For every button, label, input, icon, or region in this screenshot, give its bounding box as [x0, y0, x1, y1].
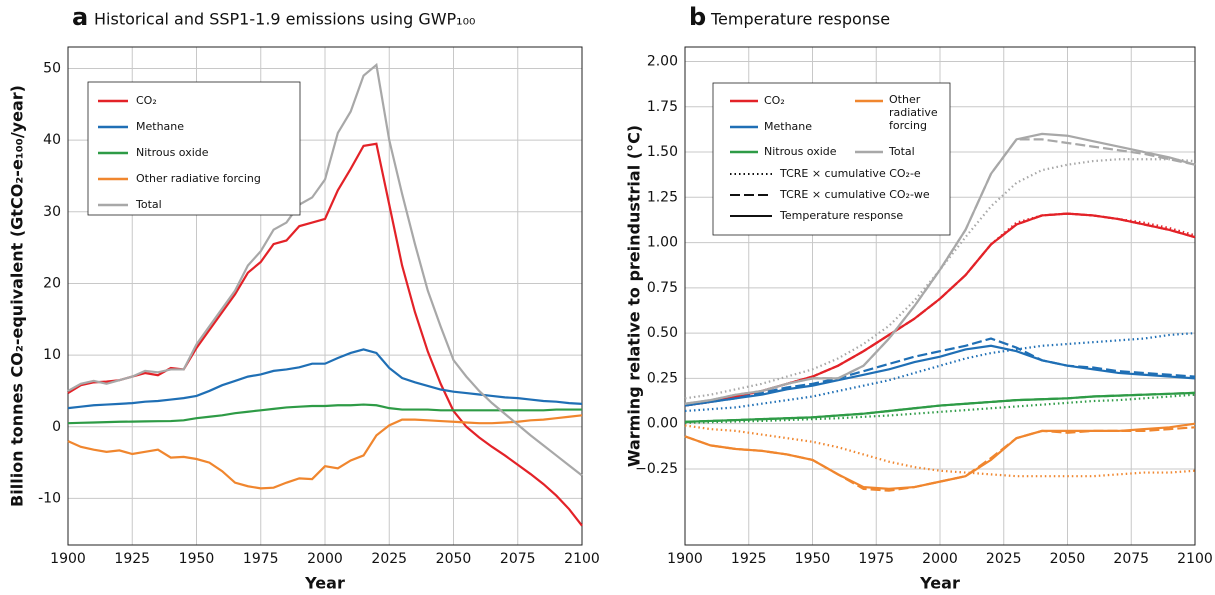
- y-tick-label: 40: [43, 132, 61, 148]
- x-axis-label: Year: [919, 574, 960, 593]
- series-line: [67, 142, 583, 527]
- legend-label: Methane: [764, 120, 812, 133]
- legend-box: [712, 82, 951, 236]
- y-tick-label: 1.00: [647, 235, 678, 251]
- panel-label: a: [72, 3, 88, 31]
- legend-style-label: Temperature response: [779, 209, 903, 222]
- legend-label: Nitrous oxide: [764, 145, 837, 158]
- y-tick-label: −0.25: [635, 461, 678, 477]
- y-tick-label: 1.25: [647, 189, 678, 205]
- x-tick-label: 1950: [179, 551, 215, 567]
- y-tick-label: 1.75: [647, 99, 678, 115]
- y-tick-label: 0.25: [647, 370, 678, 386]
- legend-label-box: Other radiative forcing: [889, 93, 938, 132]
- x-tick-label: 1900: [667, 551, 703, 567]
- y-tick-label: 1.50: [647, 144, 678, 160]
- series-line: [67, 403, 582, 425]
- legend-label: Methane: [136, 120, 184, 133]
- x-tick-label: 2025: [986, 551, 1022, 567]
- series-line: [684, 132, 1196, 405]
- x-tick-label: 2075: [500, 551, 536, 567]
- legend-label: Total: [135, 198, 162, 211]
- y-tick-label: 0.75: [647, 280, 678, 296]
- x-tick-label: 1900: [50, 551, 86, 567]
- x-tick-label: 2050: [436, 551, 472, 567]
- legend-box: [87, 81, 301, 216]
- x-tick-label: 2025: [371, 551, 407, 567]
- series-line: [684, 337, 1196, 407]
- y-tick-label: 10: [43, 347, 61, 363]
- legend-label: CO₂: [136, 94, 157, 107]
- series-line: [67, 62, 583, 477]
- y-tick-label: 50: [43, 60, 61, 76]
- plot-frame: [67, 46, 583, 546]
- series-line: [67, 414, 583, 490]
- x-tick-label: 2000: [307, 551, 343, 567]
- x-tick-label: 1975: [243, 551, 279, 567]
- legend-style-label: TCRE × cumulative CO₂-we: [779, 188, 930, 201]
- x-tick-label: 2000: [922, 551, 958, 567]
- y-tick-label: 30: [43, 204, 61, 220]
- y-axis-label: Billion tonnes CO₂-equivalent (GtCO₂-e₁₀…: [8, 85, 27, 507]
- legend-label: Other radiative forcing: [889, 93, 938, 132]
- y-tick-label: 0.00: [647, 416, 678, 432]
- x-tick-label: 1950: [795, 551, 831, 567]
- x-tick-label: 2075: [1113, 551, 1149, 567]
- x-tick-label: 2050: [1050, 551, 1086, 567]
- plot-frame: [684, 46, 1196, 546]
- x-axis-label: Year: [304, 574, 345, 593]
- panel-title: Historical and SSP1-1.9 emissions using …: [94, 10, 475, 29]
- y-tick-label: 0.50: [647, 325, 678, 341]
- legend-label: CO₂: [764, 94, 785, 107]
- y-axis-label: Warming relative to preindustrial (°C): [625, 125, 644, 467]
- y-tick-label: 0: [52, 419, 61, 435]
- x-tick-label: 2100: [564, 551, 600, 567]
- x-tick-label: 1925: [731, 551, 767, 567]
- legend-label: Total: [888, 145, 915, 158]
- legend-style-label: TCRE × cumulative CO₂-e: [779, 167, 921, 180]
- y-tick-label: -10: [38, 490, 61, 506]
- series-line: [67, 348, 583, 410]
- x-tick-label: 2100: [1177, 551, 1213, 567]
- series-line: [684, 344, 1196, 407]
- series-line: [684, 391, 1196, 423]
- series-line: [684, 158, 1196, 400]
- panel-title: Temperature response: [710, 10, 890, 29]
- series-line: [684, 424, 1196, 478]
- y-tick-label: 2.00: [647, 53, 678, 69]
- x-tick-label: 1975: [858, 551, 894, 567]
- legend-label: Nitrous oxide: [136, 146, 209, 159]
- x-tick-label: 1925: [114, 551, 150, 567]
- panel-label: b: [689, 3, 706, 31]
- legend-label: Other radiative forcing: [136, 172, 261, 185]
- y-tick-label: 20: [43, 275, 61, 291]
- series-line: [684, 422, 1196, 490]
